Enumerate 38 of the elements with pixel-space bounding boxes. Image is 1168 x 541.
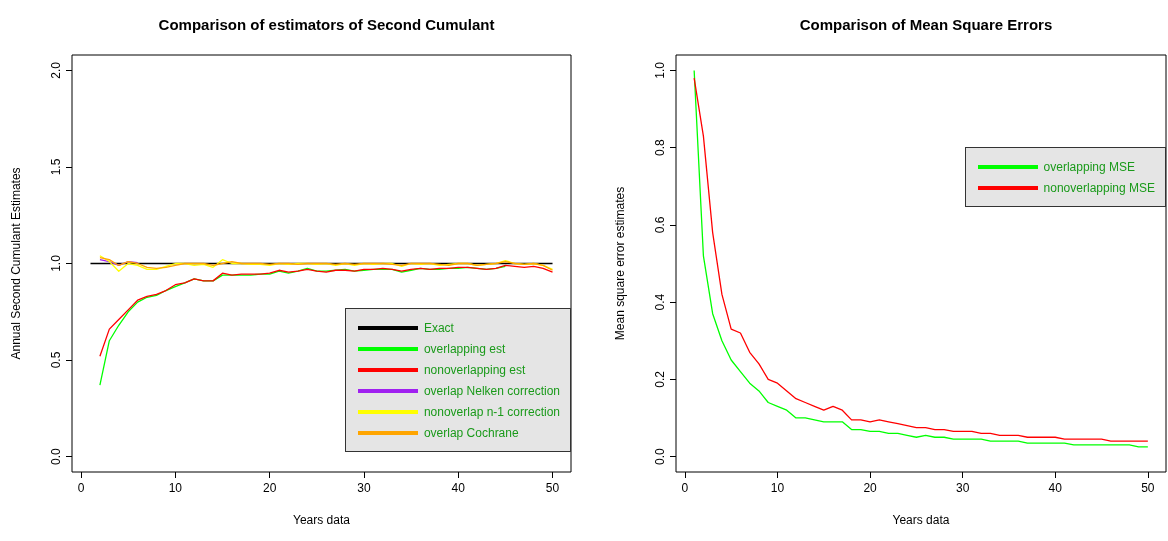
x-tick-label: 50 xyxy=(1141,481,1155,495)
x-axis-title: Years data xyxy=(293,513,351,527)
legend-label: overlapping MSE xyxy=(1043,159,1135,174)
x-tick-label: 0 xyxy=(77,481,85,495)
y-axis-title: Mean square error estimates xyxy=(613,186,627,341)
legend-label: nonoverlapping est xyxy=(423,362,526,377)
x-tick-label: 10 xyxy=(770,481,785,495)
y-tick-label: 0.4 xyxy=(653,293,667,311)
y-tick-label: 1.0 xyxy=(653,61,667,79)
line-series xyxy=(99,264,554,357)
x-tick-label: 20 xyxy=(863,481,878,495)
y-tick-label: 0.8 xyxy=(653,139,667,157)
x-axis-title: Years data xyxy=(892,513,950,527)
y-tick-label: 1.5 xyxy=(49,158,63,176)
y-tick-label: 0.0 xyxy=(653,447,667,465)
chart-title: Comparison of estimators of Second Cumulant xyxy=(158,16,495,33)
legend-label: nonoverlap n-1 correction xyxy=(423,404,560,419)
y-tick-label: 0.0 xyxy=(49,447,63,465)
y-tick-label: 1.0 xyxy=(49,254,63,272)
chart-title: Comparison of Mean Square Errors xyxy=(799,16,1053,33)
x-tick-label: 30 xyxy=(357,481,371,495)
y-tick-label: 2.0 xyxy=(49,61,63,79)
x-tick-label: 30 xyxy=(955,481,970,495)
legend-label: overlap Cochrane xyxy=(423,425,519,440)
y-tick-label: 0.2 xyxy=(653,370,667,388)
legend-label: overlap Nelken correction xyxy=(423,383,560,398)
y-tick-label: 0.6 xyxy=(653,216,667,234)
legend-label: nonoverlapping MSE xyxy=(1043,180,1155,195)
legend-label: Exact xyxy=(423,320,454,335)
legend-label: overlapping est xyxy=(423,341,506,356)
x-tick-label: 50 xyxy=(545,481,560,495)
y-axis-title: Annual Second Cumulant Estimates xyxy=(9,167,23,360)
x-tick-label: 40 xyxy=(451,481,466,495)
x-tick-label: 0 xyxy=(681,481,689,495)
x-tick-label: 40 xyxy=(1048,481,1063,495)
y-tick-label: 0.5 xyxy=(49,351,63,369)
x-tick-label: 10 xyxy=(168,481,183,495)
x-tick-label: 20 xyxy=(262,481,277,495)
